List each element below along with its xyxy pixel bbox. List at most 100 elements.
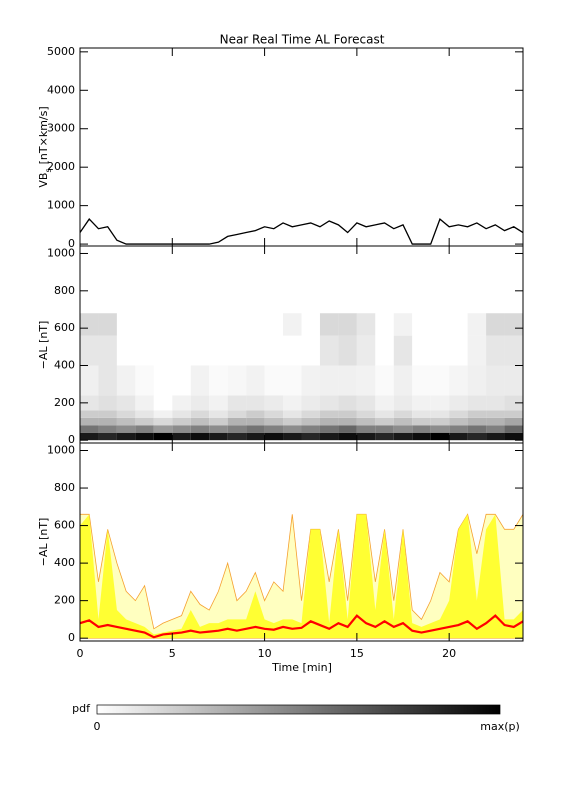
heatmap-cell [338, 425, 357, 433]
heatmap-cell [356, 425, 376, 433]
y-tick-label: 1000 [47, 199, 75, 212]
heatmap-cell [246, 432, 265, 441]
area [80, 514, 523, 639]
heatmap-cell [98, 425, 117, 433]
heatmap-cell [375, 410, 394, 418]
x-axis-label: Time [min] [271, 661, 332, 674]
heatmap-cell [98, 432, 117, 441]
heatmap-cell [116, 335, 136, 366]
heatmap-cell [486, 313, 505, 336]
heatmap-cell [338, 410, 357, 418]
heatmap-cell [135, 335, 154, 366]
heatmap-cell [209, 425, 228, 433]
y-label-unit: [nT×km/s] [37, 106, 50, 164]
plot-area [80, 313, 523, 441]
heatmap-cell [172, 335, 191, 366]
y-axis-label: VBs [nT×km/s] [37, 106, 53, 187]
heatmap-cell [153, 425, 173, 433]
y-axis-label: −AL [nT] [37, 518, 50, 567]
heatmap-cell [227, 417, 247, 426]
y-tick-label: 0 [68, 433, 75, 446]
heatmap-cell [98, 365, 117, 396]
x-tick-label: 15 [350, 647, 364, 660]
heatmap-cell [393, 395, 413, 411]
y-tick-label: 1000 [47, 444, 75, 457]
heatmap-cell [98, 395, 117, 411]
heatmap-cell [190, 432, 210, 441]
heatmap-cell [319, 425, 339, 433]
heatmap-cell [412, 417, 431, 426]
heatmap-cell [190, 425, 210, 433]
heatmap-cell [246, 335, 265, 366]
heatmap-cell [264, 425, 284, 433]
heatmap-cell [209, 395, 228, 411]
heatmap-cell [153, 313, 173, 336]
heatmap-cell [356, 313, 376, 336]
heatmap-cell [412, 313, 431, 336]
heatmap-cell [283, 365, 302, 396]
heatmap-cell [135, 417, 154, 426]
heatmap-cell [209, 417, 228, 426]
heatmap-cell [467, 395, 487, 411]
heatmap-cell [301, 410, 320, 418]
heatmap-cell [449, 417, 468, 426]
heatmap-cell [467, 417, 487, 426]
heatmap-cell [209, 335, 228, 366]
heatmap-cell [246, 395, 265, 411]
heatmap-cell [80, 410, 99, 418]
heatmap-cell [430, 365, 450, 396]
heatmap-cell [135, 313, 154, 336]
heatmap-cell [301, 313, 320, 336]
heatmap-cell [338, 432, 357, 441]
x-tick-label: 0 [77, 647, 84, 660]
y-tick-label: 0 [68, 631, 75, 644]
heatmap-cell [301, 335, 320, 366]
heatmap-cell [283, 395, 302, 411]
heatmap-cell [412, 425, 431, 433]
heatmap-cell [319, 335, 339, 366]
y-tick-label: 0 [68, 237, 75, 250]
heatmap-cell [246, 313, 265, 336]
heatmap-cell [375, 313, 394, 336]
heatmap-cell [190, 313, 210, 336]
y-tick-label: 5000 [47, 45, 75, 58]
heatmap-cell [356, 417, 376, 426]
heatmap-cell [430, 313, 450, 336]
heatmap-cell [209, 410, 228, 418]
y-tick-label: 600 [54, 321, 75, 334]
heatmap-cell [467, 313, 487, 336]
heatmap-cell [209, 313, 228, 336]
heatmap-cell [375, 432, 394, 441]
heatmap-cell [430, 425, 450, 433]
heatmap-cell [393, 432, 413, 441]
heatmap-cell [393, 365, 413, 396]
heatmap-cell [209, 432, 228, 441]
heatmap-cell [430, 417, 450, 426]
heatmap-cell [116, 313, 136, 336]
heatmap-cell [504, 365, 523, 396]
heatmap-cell [98, 313, 117, 336]
heatmap-cell [486, 417, 505, 426]
heatmap-cell [135, 410, 154, 418]
heatmap-cell [467, 432, 487, 441]
heatmap-cell [80, 313, 99, 336]
heatmap-cell [80, 335, 99, 366]
heatmap-cell [375, 417, 394, 426]
heatmap-cell [504, 425, 523, 433]
heatmap-cell [264, 417, 284, 426]
heatmap-cell [264, 365, 284, 396]
heatmap-cell [283, 425, 302, 433]
heatmap-cell [190, 417, 210, 426]
heatmap-cell [486, 432, 505, 441]
heatmap-cell [80, 432, 99, 441]
heatmap-cell [504, 417, 523, 426]
y-axis-label: −AL [nT] [37, 321, 50, 370]
y-tick-label: 800 [54, 481, 75, 494]
heatmap-cell [486, 425, 505, 433]
heatmap-cell [430, 432, 450, 441]
heatmap-cell [467, 410, 487, 418]
heatmap-cell [116, 425, 136, 433]
heatmap-cell [246, 365, 265, 396]
colorbar-label: pdf [72, 702, 91, 715]
heatmap-cell [301, 432, 320, 441]
